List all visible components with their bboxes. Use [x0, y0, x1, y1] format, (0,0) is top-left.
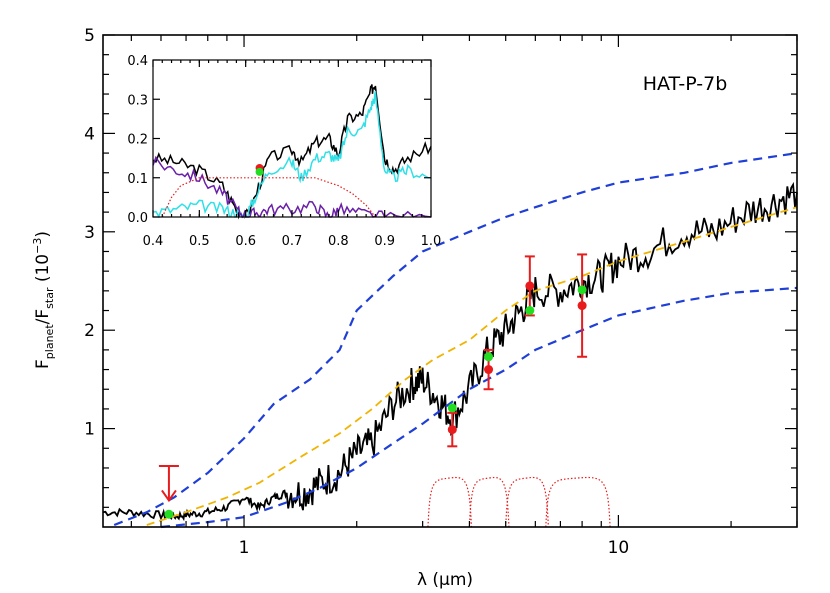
inset-background [153, 60, 431, 217]
inset-series-red-dotted [161, 177, 376, 218]
y-tick-label: 2 [84, 321, 95, 341]
series-blue-dashed-upper [113, 152, 798, 527]
inset-x-tick-label: 0.4 [143, 234, 164, 249]
main-frame [102, 34, 798, 528]
series-yellow-dashed [146, 206, 798, 526]
series-black-solid [102, 181, 798, 522]
filter-curve-3 [505, 476, 549, 528]
x-axis-label: λ (μm) [417, 570, 473, 590]
inset-y-tick-label: 0.4 [127, 54, 148, 69]
inset-x-tick-label: 0.8 [328, 234, 349, 249]
model-point-0 [164, 509, 174, 519]
model-point-3 [525, 306, 535, 316]
main-axes: 1 2 3 4 5 1 10 [84, 26, 798, 558]
inset-model-point-0 [255, 167, 264, 176]
chart-title: HAT-P-7b [643, 73, 728, 95]
inset-series-purple [152, 155, 432, 219]
x-tick-label: 1 [239, 538, 250, 558]
filter-curve-1 [427, 476, 473, 528]
observation-point-1 [447, 425, 457, 435]
inset-x-tick-label: 0.9 [374, 234, 395, 249]
observation-point-2 [484, 365, 494, 375]
model-point-1 [447, 403, 457, 413]
filter-curve-4 [545, 476, 611, 528]
observation-point-3 [525, 281, 535, 291]
observation-point-4 [577, 301, 587, 311]
inset-series-black [152, 84, 432, 220]
y-axis-label: Fplanet/Fstar (10−3) [31, 231, 56, 369]
y-tick-label: 1 [84, 420, 95, 440]
inset-y-tick-label: 0.1 [127, 172, 148, 187]
inset-y-tick-label: 0.3 [127, 93, 148, 108]
inset-series-cyan [152, 90, 432, 219]
model-point-2 [484, 352, 494, 362]
inset-x-tick-label: 0.5 [189, 234, 210, 249]
x-tick-label: 10 [608, 538, 630, 558]
y-tick-label: 4 [84, 124, 95, 144]
inset-x-tick-label: 1.0 [421, 234, 442, 249]
model-point-4 [577, 285, 587, 295]
inset-plot: 0.0 0.1 0.2 0.3 0.4 0.4 0.5 0.6 0.7 0.8 0.9 1.0 [127, 54, 441, 249]
inset-x-tick-label: 0.6 [235, 234, 256, 249]
y-tick-label: 5 [84, 26, 95, 46]
inset-x-tick-label: 0.7 [282, 234, 303, 249]
main-data-points [158, 253, 588, 519]
upper-limit-arrow [161, 489, 177, 503]
series-blue-dashed-lower [160, 286, 798, 529]
y-tick-label: 3 [84, 223, 95, 243]
filter-curve-2 [468, 476, 510, 528]
filter-curves [427, 476, 611, 528]
inset-y-tick-label: 0.2 [127, 133, 148, 148]
inset-y-tick-label: 0.0 [127, 211, 148, 226]
main-series-group [102, 152, 798, 529]
